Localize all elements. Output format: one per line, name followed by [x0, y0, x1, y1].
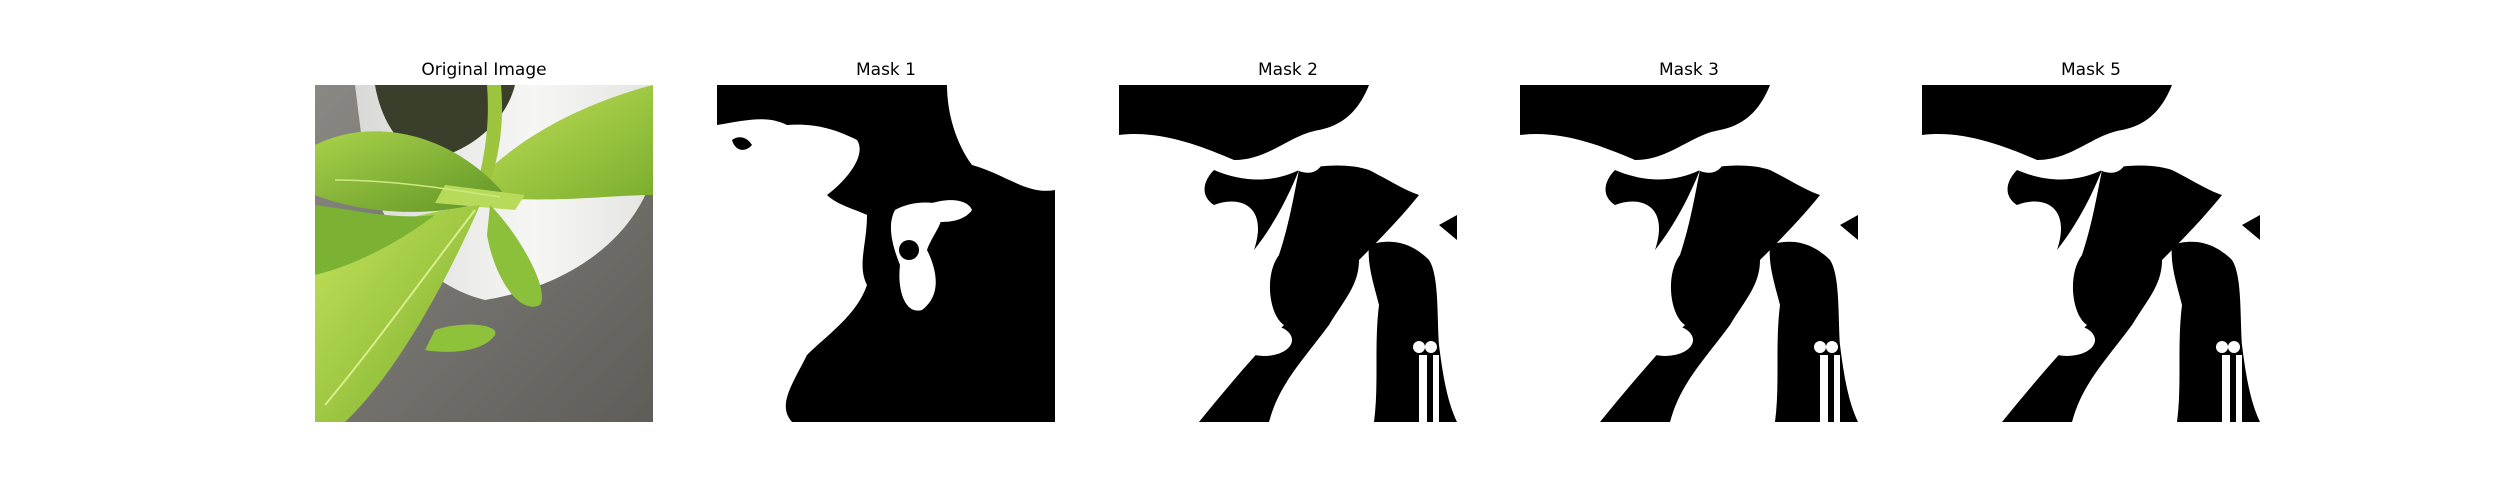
mask-hole-small	[732, 137, 752, 150]
panel-mask-2: Mask 2	[1119, 0, 1457, 500]
mask-hole-lower	[1236, 324, 1292, 356]
mask-3-svg	[1520, 85, 1858, 422]
leaf-small-lower	[425, 324, 496, 352]
mask-region-main	[2002, 165, 2222, 422]
leaf-vein	[324, 209, 476, 406]
mask-hole-small-a	[1413, 341, 1425, 353]
panel-mask-1: Mask 1	[717, 0, 1055, 500]
mask-stripe-c	[1762, 290, 1776, 422]
mask-hole-small-a	[1814, 341, 1826, 353]
mask-region-upper-middle	[2007, 170, 2102, 250]
original-image	[315, 85, 653, 422]
mask-hole	[899, 240, 919, 260]
mask-region-bottom-left	[717, 375, 744, 422]
panel-title: Mask 1	[855, 60, 916, 80]
panel-mask-3: Mask 3	[1520, 0, 1858, 500]
mask-region-right-edge	[1840, 215, 1858, 240]
panel-original-image: Original Image	[315, 0, 653, 500]
leaf-middle-small	[487, 205, 542, 307]
mask-1-image	[717, 85, 1055, 422]
leaf-left-edge	[315, 205, 435, 275]
leaf-vein-top	[334, 179, 501, 198]
mask-stripe-c	[2164, 290, 2178, 422]
leaf-upper-right	[465, 85, 653, 200]
plant-photo	[315, 85, 653, 422]
mask-hole-lower	[2039, 324, 2095, 356]
panel-title: Mask 3	[1658, 60, 1719, 80]
mask-5-svg	[1922, 85, 2260, 422]
mask-region-upper-middle	[1605, 170, 1700, 250]
mask-2-svg	[1119, 85, 1457, 422]
panel-title: Mask 5	[2060, 60, 2121, 80]
mask-stripe-a	[1820, 355, 1828, 422]
mask-hole-small-b	[1826, 341, 1838, 353]
mask-5-image	[1922, 85, 2260, 422]
mask-region-top-right	[947, 85, 1055, 191]
mask-hole-top	[1289, 155, 1324, 173]
stem-upper	[475, 85, 503, 197]
mask-region-top	[1922, 85, 2172, 160]
mask-stripe-c	[1361, 290, 1375, 422]
mask-hole-top	[1690, 155, 1725, 173]
mask-region-center	[890, 202, 944, 311]
panel-title: Mask 2	[1257, 60, 1318, 80]
panel-title: Original Image	[421, 60, 547, 80]
mask-hole-small-b	[1425, 341, 1437, 353]
mask-region-main	[1600, 165, 1820, 422]
mask-stripe-a	[2222, 355, 2230, 422]
mask-region-left	[717, 119, 867, 422]
mask-stripe-b	[1433, 355, 1439, 422]
mask-2-image	[1119, 85, 1457, 422]
mask-stripe-b	[2236, 355, 2242, 422]
panel-mask-5: Mask 5	[1922, 0, 2260, 500]
mask-hole-top	[2092, 155, 2127, 173]
mask-hole-small-a	[2216, 341, 2228, 353]
mask-stripe-b	[1834, 355, 1840, 422]
mask-3-image	[1520, 85, 1858, 422]
mask-region-top	[1520, 85, 1770, 160]
mask-hole-small-b	[2228, 341, 2240, 353]
mask-region-top	[1119, 85, 1369, 160]
mask-region-ring	[907, 200, 972, 222]
mask-region-main	[1199, 165, 1419, 422]
mask-region-upper-middle	[1204, 170, 1299, 250]
mask-hole-lower	[1637, 324, 1693, 356]
mask-stripe-a	[1419, 355, 1427, 422]
mask-region-right-edge	[1439, 215, 1457, 240]
mask-region-right-edge	[2242, 215, 2260, 240]
mask-1-svg	[717, 85, 1055, 422]
